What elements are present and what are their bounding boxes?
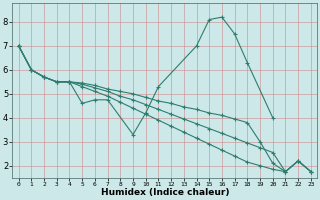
- X-axis label: Humidex (Indice chaleur): Humidex (Indice chaleur): [100, 188, 229, 197]
